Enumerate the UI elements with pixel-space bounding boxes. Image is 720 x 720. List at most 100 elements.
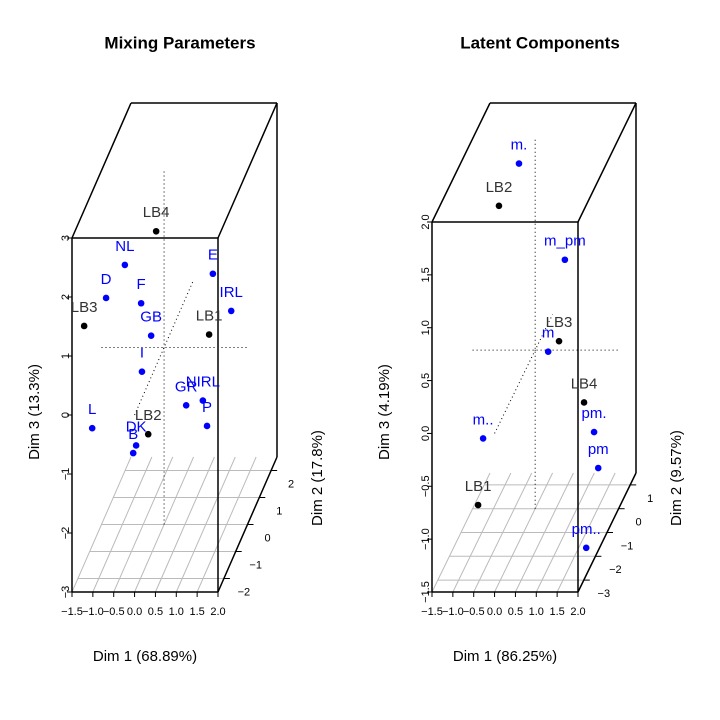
x-tick-label: 2.0 [570,606,585,618]
z-axis-title: Dim 3 (4.19%) [376,364,393,460]
x-tick-label: 1.0 [169,606,184,618]
point-label: NL [115,238,134,255]
x-tick-label: 1.5 [189,606,204,618]
point-label: LB3 [546,314,573,331]
point-label: LB1 [196,307,223,324]
box-edge [71,102,132,239]
point-label: NIRL [186,374,220,391]
x-tick-label: −1.5 [421,606,443,618]
point [121,261,129,269]
y-tick-label: −2 [609,564,622,576]
y-axis-title: Dim 2 (9.57%) [668,430,685,526]
z-tick-label: 0 [60,412,72,418]
point [209,270,217,278]
point [88,424,96,432]
x-tick-label: 0.5 [148,606,163,618]
z-tick-label: 2 [60,294,72,300]
point [147,332,155,340]
point-label: pm.. [572,521,601,538]
z-tick-label: −1.0 [420,528,432,550]
point [495,202,503,210]
x-axis-title: Dim 1 (86.25%) [453,648,557,665]
chart-title: Latent Components [460,33,620,52]
point [555,337,563,345]
y-tick-label: −1 [621,540,634,552]
point [544,348,552,356]
point-label: LB1 [465,478,492,495]
point [182,402,190,409]
point [580,399,588,406]
point-label: GR [175,378,198,395]
box-edge [431,102,491,223]
z-tick-label: −1.5 [420,581,432,603]
x-tick-label: 0.0 [487,606,502,618]
point-label: LB2 [486,179,513,196]
y-tick-label: 0 [264,532,270,544]
z-tick-label: −3 [60,586,72,599]
z-tick-label: 3 [60,235,72,241]
z-tick-label: 0.5 [420,373,432,388]
point [582,544,590,552]
point-label: m. [511,137,528,154]
x-tick-label: −0.5 [103,606,125,618]
y-tick-label: 1 [647,493,653,505]
point [129,449,137,457]
point [138,368,146,375]
point [594,464,602,472]
x-tick-label: −1.5 [61,606,83,618]
x-tick-label: 0.5 [508,606,523,618]
point [132,442,140,449]
x-tick-label: −1.0 [82,606,104,618]
point-label: E [208,247,218,264]
origin-axis [134,279,195,416]
y-axis-title: Dim 2 (17.8%) [309,430,326,526]
z-tick-label: 1.5 [420,267,432,282]
point-label: pm [588,441,609,458]
point-label: m [542,325,555,342]
point-label: P [202,399,212,416]
point-label: IRL [220,284,243,301]
y-tick-label: 2 [288,478,294,490]
z-tick-label: 1 [60,353,72,359]
point-label: DK [126,418,147,435]
point-label: LB3 [71,299,98,316]
z-tick-label: 1.0 [420,320,432,335]
point [199,397,207,404]
point [474,501,482,509]
z-axis-title: Dim 3 (13.3%) [26,364,43,460]
box-edge [217,102,278,239]
z-tick-label: 2.0 [420,214,432,229]
chart-title: Mixing Parameters [104,33,255,52]
point-label: B [128,426,138,443]
x-tick-label: −1.0 [442,606,464,618]
x-axis-title: Dim 1 (68.89%) [93,648,197,665]
z-tick-label: −2 [60,527,72,540]
point [152,227,160,235]
point-label: LB4 [571,375,598,392]
point [227,307,235,315]
x-tick-label: 2.0 [210,606,225,618]
y-tick-label: −3 [598,588,611,600]
point-label: pm. [582,405,607,422]
point-label: I [140,345,144,362]
point-label: L [88,401,96,418]
point-label: m_pm [544,233,586,250]
z-tick-label: −0.5 [420,475,432,497]
box-edge [577,102,637,223]
x-tick-label: 0.0 [127,606,142,618]
y-tick-label: 0 [636,517,642,529]
point [102,294,110,302]
point-label: LB4 [143,204,170,221]
point [561,256,569,264]
point [479,435,487,442]
point [203,422,211,430]
point [205,331,213,338]
y-tick-label: 1 [276,505,282,517]
x-tick-label: 1.5 [549,606,564,618]
point [515,160,523,167]
point-label: GB [140,309,162,326]
point [590,428,598,436]
point-label: m.. [473,411,494,428]
